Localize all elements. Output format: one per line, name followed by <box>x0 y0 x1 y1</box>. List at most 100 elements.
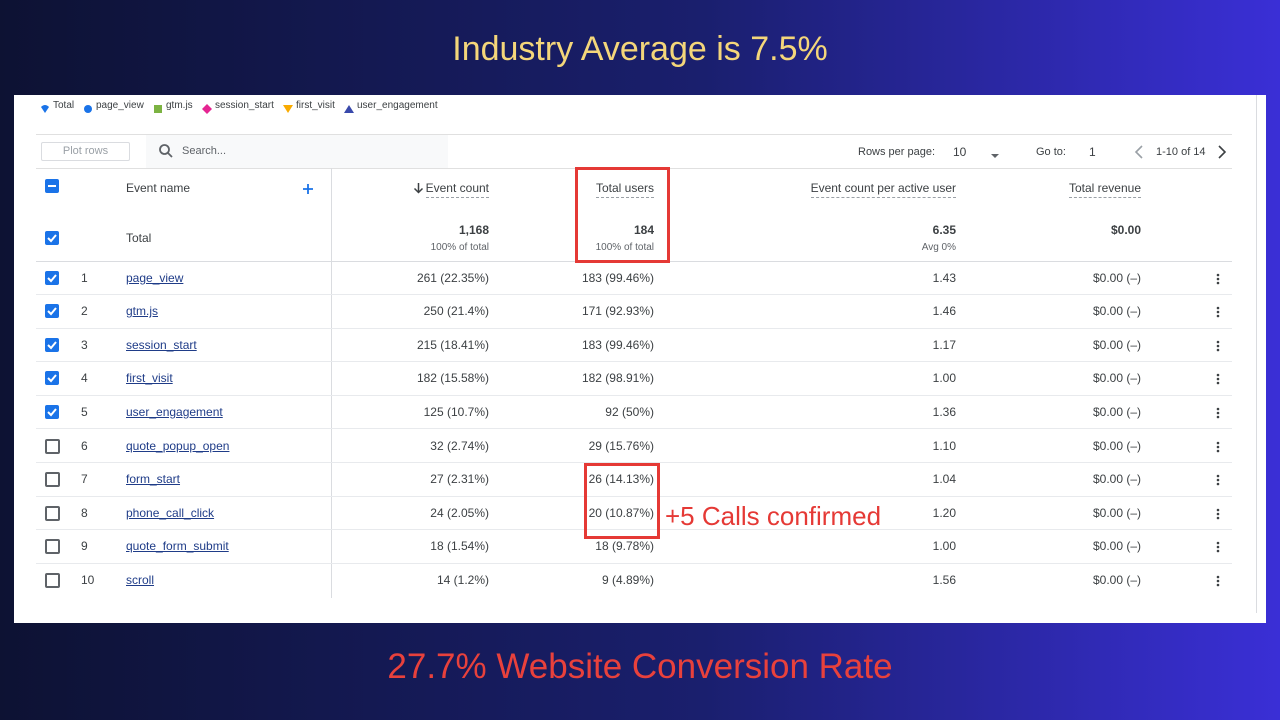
row-menu[interactable] <box>1215 574 1221 587</box>
row-index: 5 <box>81 404 88 419</box>
row-menu[interactable] <box>1215 272 1221 284</box>
legend-icon-svg <box>154 105 162 113</box>
event-name[interactable]: user_engagement <box>126 404 223 419</box>
select-all[interactable] <box>45 179 59 193</box>
row-menu[interactable] <box>1215 372 1221 385</box>
cell: $0.00 (–) <box>1092 304 1141 319</box>
cell: 215 (18.41%) <box>416 337 489 352</box>
column-header[interactable]: Event count <box>425 181 489 198</box>
legend-icon-svg <box>41 105 49 113</box>
checkbox[interactable] <box>45 472 60 488</box>
column-header[interactable]: Total revenue <box>1068 181 1141 198</box>
plot-rows-button[interactable]: Plot rows <box>41 142 130 161</box>
checkbox[interactable] <box>45 572 60 588</box>
panel-edge <box>1256 95 1257 613</box>
checkbox[interactable] <box>45 371 59 386</box>
cell: 1.56 <box>932 572 956 587</box>
row-menu[interactable] <box>1215 406 1221 419</box>
cell: 24 (2.05%) <box>430 505 489 520</box>
event-name[interactable]: scroll <box>126 572 155 587</box>
row-border <box>36 462 1232 463</box>
checkbox[interactable] <box>45 231 59 245</box>
event-name[interactable]: phone_call_click <box>126 505 215 520</box>
row-border <box>36 361 1232 363</box>
row-index: 9 <box>81 539 88 554</box>
checkbox[interactable] <box>45 270 59 285</box>
check-icon <box>47 234 57 243</box>
row-border <box>36 428 1232 430</box>
row-index: 10 <box>81 572 95 587</box>
checkbox[interactable] <box>45 539 60 555</box>
cell: $0.00 (–) <box>1092 472 1141 487</box>
event-name[interactable]: form_start <box>126 472 181 487</box>
legend-icon <box>83 101 93 113</box>
add-dimension-svg <box>303 184 313 194</box>
legend-label: page_view <box>96 100 144 111</box>
row-border <box>36 495 1232 497</box>
total-value: $0.00 <box>1110 223 1141 237</box>
event-name[interactable]: page_view <box>126 270 184 285</box>
event-name[interactable]: session_start <box>126 337 197 352</box>
total-value: 1,168 <box>458 223 489 237</box>
rows-per-page[interactable]: 10 <box>953 145 967 159</box>
minus-icon <box>48 185 56 187</box>
row-menu[interactable] <box>1215 339 1221 351</box>
cell: 1.20 <box>932 505 956 520</box>
row-border <box>36 562 1232 564</box>
legend-label: session_start <box>215 100 274 111</box>
row-border <box>36 394 1232 396</box>
total-value: 6.35 <box>932 223 956 237</box>
checkbox[interactable] <box>45 337 59 352</box>
cell: 1.43 <box>932 270 956 285</box>
cell: $0.00 (–) <box>1092 270 1141 285</box>
row-border <box>36 529 1232 531</box>
cell: 1.36 <box>932 404 956 419</box>
row-index: 4 <box>81 371 88 386</box>
search-icon <box>158 143 174 159</box>
checkbox[interactable] <box>45 505 60 521</box>
row-menu[interactable] <box>1215 507 1221 519</box>
row-index: 8 <box>81 505 88 520</box>
cell: $0.00 (–) <box>1092 404 1141 419</box>
legend-icon <box>202 101 212 114</box>
checkbox[interactable] <box>45 304 59 319</box>
checkbox[interactable] <box>45 438 60 454</box>
sort-arrow <box>413 181 424 194</box>
row-menu-svg <box>1216 508 1220 519</box>
row-menu-svg <box>1216 373 1220 385</box>
row-menu[interactable] <box>1215 540 1221 553</box>
search-box[interactable] <box>146 135 448 168</box>
cell: 171 (92.93%) <box>581 304 654 319</box>
column-header[interactable]: Event count per active user <box>810 181 956 198</box>
cell: 1.10 <box>932 438 956 453</box>
column-divider <box>331 168 332 598</box>
total-label: Total <box>126 231 152 245</box>
row-menu[interactable] <box>1215 473 1221 486</box>
toolbar-border <box>36 134 1232 135</box>
row-border <box>36 327 1232 329</box>
column-header[interactable]: Total users <box>595 181 654 198</box>
annotation: +5 Calls confirmed <box>665 501 882 531</box>
checkbox[interactable] <box>45 404 59 419</box>
next-page-svg <box>1218 145 1227 159</box>
go-to[interactable]: 1 <box>1089 145 1096 159</box>
cell: 1.46 <box>932 304 956 319</box>
legend-icon-svg <box>84 105 92 113</box>
event-name[interactable]: gtm.js <box>126 304 159 319</box>
row-index: 6 <box>81 438 88 453</box>
page-range: 1-10 of 14 <box>1156 146 1206 158</box>
row-menu-svg <box>1216 273 1220 284</box>
row-menu-svg <box>1216 541 1220 553</box>
cell: 1.17 <box>932 337 956 352</box>
row-index: 7 <box>81 472 88 487</box>
row-menu-svg <box>1216 575 1220 587</box>
event-name[interactable]: quote_form_submit <box>126 539 229 554</box>
row-menu-svg <box>1216 474 1220 486</box>
row-menu[interactable] <box>1215 440 1221 452</box>
legend-icon <box>344 101 354 113</box>
event-name[interactable]: quote_popup_open <box>126 438 230 453</box>
row-menu[interactable] <box>1215 305 1221 318</box>
event-name[interactable]: first_visit <box>126 371 173 386</box>
row-menu-svg <box>1216 441 1220 452</box>
highlight-box <box>584 463 660 539</box>
